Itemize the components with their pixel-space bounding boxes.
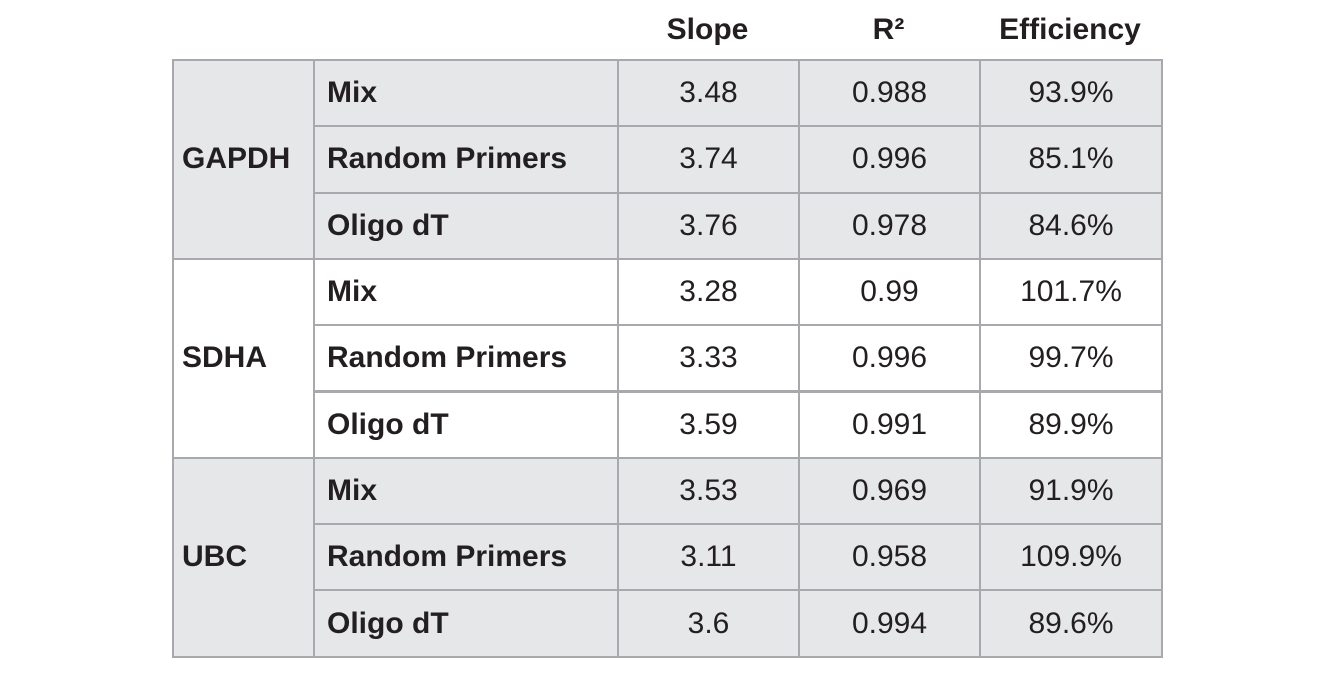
row-label: Mix <box>313 456 619 526</box>
value-cell: 84.6% <box>979 191 1163 260</box>
row-label: Random Primers <box>313 523 619 592</box>
column-header: R² <box>872 13 905 46</box>
value-cell: 109.9% <box>979 523 1163 592</box>
value-cell: 85.1% <box>979 125 1163 194</box>
value-cell: 0.994 <box>798 589 981 658</box>
value-cell: 0.958 <box>798 523 981 592</box>
value-cell: 101.7% <box>979 257 1163 327</box>
row-label: Mix <box>313 257 619 327</box>
row-label: Oligo dT <box>313 589 619 658</box>
value-cell: 3.28 <box>617 257 800 327</box>
value-cell: 0.996 <box>798 125 981 194</box>
row-label: Mix <box>313 59 619 128</box>
group-label: SDHA <box>172 257 315 459</box>
value-cell: 0.996 <box>798 324 981 393</box>
value-cell: 0.988 <box>798 59 981 128</box>
group-label: GAPDH <box>172 59 315 260</box>
row-label: Random Primers <box>313 324 619 393</box>
value-cell: 3.48 <box>617 59 800 128</box>
value-cell: 3.11 <box>617 523 800 592</box>
value-cell: 3.33 <box>617 324 800 393</box>
value-cell: 3.76 <box>617 191 800 260</box>
value-cell: 89.6% <box>979 589 1163 658</box>
value-cell: 93.9% <box>979 59 1163 128</box>
value-cell: 0.991 <box>798 390 981 459</box>
value-cell: 3.74 <box>617 125 800 194</box>
value-cell: 3.6 <box>617 589 800 658</box>
row-label: Oligo dT <box>313 390 619 459</box>
group-label: UBC <box>172 456 315 658</box>
value-cell: 99.7% <box>979 324 1163 393</box>
value-cell: 3.59 <box>617 390 800 459</box>
value-cell: 0.978 <box>798 191 981 260</box>
column-header: Efficiency <box>999 13 1141 46</box>
value-cell: 91.9% <box>979 456 1163 526</box>
value-cell: 0.99 <box>798 257 981 327</box>
column-header: Slope <box>666 13 749 46</box>
value-cell: 3.53 <box>617 456 800 526</box>
row-label: Oligo dT <box>313 191 619 260</box>
value-cell: 89.9% <box>979 390 1163 459</box>
value-cell: 0.969 <box>798 456 981 526</box>
row-label: Random Primers <box>313 125 619 194</box>
